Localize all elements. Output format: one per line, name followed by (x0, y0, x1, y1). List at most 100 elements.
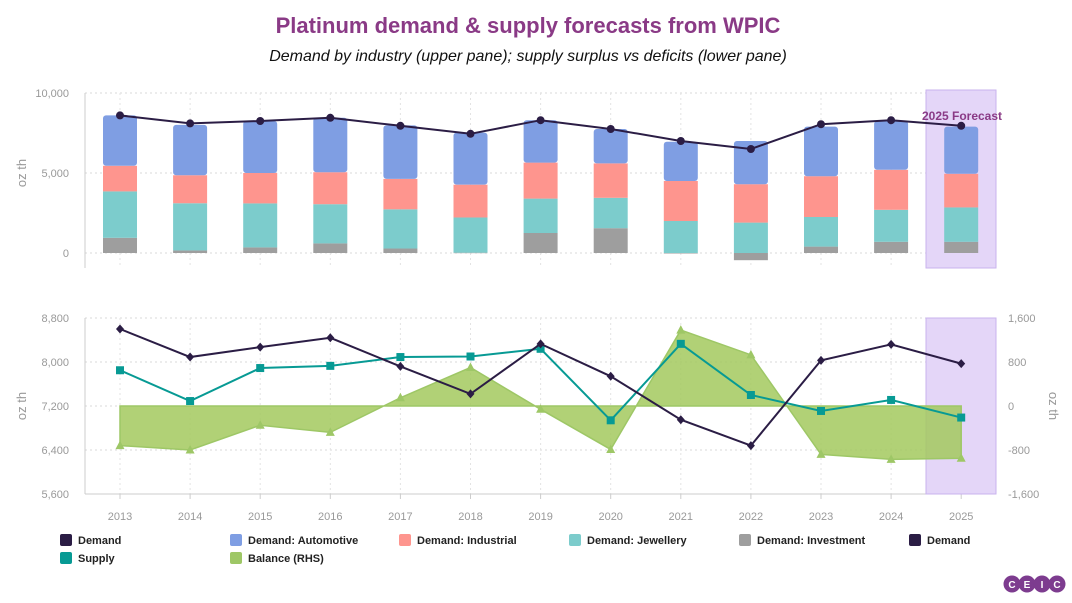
bar-investment (804, 246, 838, 253)
lower-pane: 5,600 6,400 7,200 8,000 8,800 -1,600 -800 0 800 1… (14, 313, 1061, 523)
logo-circle (1003, 575, 1021, 593)
supply-point (466, 352, 475, 361)
upper-y-axis-label: oz th (14, 159, 29, 187)
x-tick-label: 2022 (739, 511, 763, 523)
bar-industrial (733, 184, 768, 223)
lower-demand-point (396, 361, 405, 371)
bar-automotive (383, 125, 418, 179)
x-tick-label: 2025 (949, 511, 973, 523)
lower-demand-point (606, 371, 615, 381)
supply-point (887, 395, 896, 404)
bar-automotive (593, 129, 628, 164)
upper-demand-point (396, 121, 405, 130)
upper-demand-point (116, 111, 124, 120)
upper-demand-point (536, 116, 545, 125)
bar-industrial (173, 175, 208, 204)
lower-y-tick-label: 6,400 (41, 445, 69, 457)
supply-point (536, 344, 545, 353)
supply-point (676, 339, 685, 348)
upper-demand-point (817, 120, 825, 129)
balance-point (956, 453, 966, 462)
logo-letter: E (1024, 580, 1031, 591)
supply-point (606, 416, 615, 425)
legend-swatch (399, 534, 411, 546)
logo-circle (1033, 575, 1051, 593)
upper-demand-point (326, 113, 335, 122)
bar-automotive (874, 121, 909, 170)
bar-investment (733, 253, 768, 261)
bar-investment (103, 237, 137, 253)
legend-swatch (230, 552, 242, 564)
supply-point (746, 391, 755, 399)
lower-demand-point (536, 339, 545, 349)
bar-automotive (313, 117, 348, 173)
bar-jewellery (523, 198, 558, 233)
x-tick-label: 2015 (248, 511, 272, 523)
lower-demand-point (746, 441, 755, 451)
balance-point (325, 427, 335, 436)
legend-label: Demand (927, 535, 970, 547)
upper-y-tick-label: 5,000 (41, 168, 69, 180)
logo-letter: I (1041, 580, 1044, 591)
balance-point (466, 362, 475, 371)
bar-industrial (523, 162, 558, 199)
bar-jewellery (313, 204, 348, 244)
balance-area (119, 329, 962, 461)
balance-point (536, 404, 546, 413)
bar-automotive (103, 115, 137, 166)
bar-investment (663, 253, 698, 254)
lower-y-tick-label: 8,000 (41, 357, 69, 369)
lower-y2-tick-label: 800 (1008, 357, 1026, 369)
lower-demand-point (957, 359, 966, 369)
x-tick-label: 2024 (879, 511, 903, 523)
upper-pane: 0 5,000 10,000 oz th 2025 Forecast (14, 88, 1002, 269)
bar-industrial (663, 181, 698, 221)
bar-jewellery (804, 217, 838, 247)
balance-point (606, 444, 616, 453)
logo-letter: C (1053, 580, 1060, 591)
upper-demand-point (606, 125, 615, 133)
legend-swatch (60, 552, 72, 564)
lower-demand-point (466, 389, 475, 399)
bar-jewellery (103, 191, 137, 238)
balance-point (746, 349, 756, 359)
bar-jewellery (243, 203, 278, 248)
bar-automotive (663, 141, 698, 181)
bar-automotive (453, 132, 488, 185)
x-tick-label: 2018 (458, 511, 482, 523)
balance-point (816, 449, 826, 458)
upper-demand-point (466, 129, 475, 138)
lower-demand-point (256, 342, 265, 352)
lower-demand-point (116, 324, 124, 334)
legend-label: Demand: Industrial (417, 535, 517, 547)
bar-industrial (874, 169, 909, 210)
legend-label: Supply (78, 553, 116, 565)
balance-point (255, 420, 265, 429)
lower-demand-point (887, 339, 896, 349)
bar-investment (523, 233, 558, 253)
chart-title: Platinum demand & supply forecasts from … (276, 13, 781, 38)
supply-point (326, 361, 335, 370)
supply-point (186, 397, 195, 406)
lower-demand-point (326, 333, 335, 343)
lower-y-axis-label: oz th (14, 392, 29, 420)
x-tick-label: 2016 (318, 511, 342, 523)
supply-point (116, 366, 124, 375)
lower-demand-point (676, 415, 685, 425)
bar-investment (313, 243, 348, 253)
bar-industrial (453, 184, 488, 218)
legend: Demand Demand: Automotive Demand: Industri… (60, 534, 970, 565)
supply-point (817, 406, 825, 415)
logo-circle (1048, 575, 1066, 593)
bar-jewellery (173, 203, 208, 251)
bar-jewellery (944, 207, 979, 242)
bar-jewellery (663, 221, 698, 253)
logo-letter: C (1008, 580, 1015, 591)
upper-y-tick-label: 0 (63, 248, 69, 260)
lower-y2-tick-label: 0 (1008, 401, 1014, 413)
legend-label: Demand: Investment (757, 535, 866, 547)
x-tick-label: 2021 (669, 511, 693, 523)
upper-demand-point (676, 137, 685, 145)
bar-automotive (523, 120, 558, 163)
